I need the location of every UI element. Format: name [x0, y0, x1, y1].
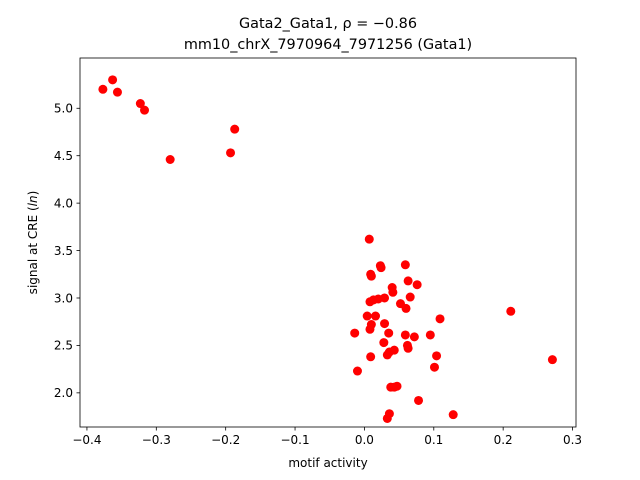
y-axis-label: signal at CRE (ln): [26, 191, 40, 295]
y-tick-label: 3.5: [54, 244, 73, 258]
data-point: [376, 263, 386, 273]
data-point: [226, 148, 236, 158]
x-tick-label: −0.1: [280, 433, 309, 447]
data-point: [365, 324, 375, 334]
x-axis-label: motif activity: [288, 456, 367, 470]
axes-frame: [79, 57, 577, 428]
y-axis-ticks: 2.0 2.5 3.0 3.5 4.0 4.5 5.0: [54, 102, 80, 400]
data-point: [382, 413, 392, 423]
data-point: [547, 355, 557, 365]
data-point: [352, 366, 362, 376]
data-point: [364, 234, 374, 244]
data-point: [380, 319, 390, 329]
chart-title-line1: Gata2_Gata1, ρ = −0.86: [239, 16, 417, 32]
y-tick-label: 2.5: [54, 339, 73, 353]
data-point: [448, 410, 458, 420]
plot-area: [80, 58, 576, 427]
data-point: [366, 352, 376, 362]
data-point: [405, 292, 415, 302]
data-point: [401, 303, 411, 313]
data-point: [389, 382, 399, 392]
data-point: [382, 350, 392, 360]
data-point: [400, 330, 410, 340]
data-point: [403, 343, 413, 353]
data-point: [435, 314, 445, 324]
data-point: [414, 395, 424, 405]
x-tick-label: 0.2: [494, 433, 513, 447]
y-tick-label: 2.0: [54, 386, 73, 400]
data-point: [365, 297, 375, 307]
x-tick-label: −0.4: [72, 433, 101, 447]
x-tick-label: 0.3: [563, 433, 582, 447]
x-tick-label: 0.1: [424, 433, 443, 447]
data-point: [409, 332, 419, 342]
data-points: [98, 75, 557, 423]
y-tick-label: 4.0: [54, 196, 73, 210]
data-point: [425, 330, 435, 340]
y-tick-label: 3.0: [54, 291, 73, 305]
data-point: [388, 287, 398, 297]
data-point: [165, 155, 175, 164]
data-point: [379, 338, 389, 348]
data-point: [140, 105, 150, 115]
data-point: [366, 271, 376, 281]
x-axis-ticks: −0.4 −0.3 −0.2 −0.1 0.0 0.1 0.2 0.3: [72, 427, 582, 447]
data-point: [362, 311, 372, 321]
x-tick-label: −0.3: [142, 433, 171, 447]
chart-title-line2: mm10_chrX_7970964_7971256 (Gata1): [184, 37, 472, 53]
data-point: [98, 84, 108, 94]
y-tick-label: 5.0: [54, 102, 73, 116]
data-point: [400, 260, 410, 270]
data-point: [429, 362, 439, 372]
data-point: [403, 276, 413, 286]
data-point: [135, 99, 145, 109]
data-point: [384, 328, 394, 338]
data-point: [412, 280, 422, 290]
data-point: [371, 311, 381, 321]
x-tick-label: −0.2: [211, 433, 240, 447]
y-tick-label: 4.5: [54, 149, 73, 163]
data-point: [112, 87, 122, 97]
data-point: [432, 351, 442, 361]
data-point: [506, 306, 516, 316]
data-point: [350, 328, 360, 338]
x-tick-label: 0.0: [355, 433, 374, 447]
data-point: [230, 124, 240, 134]
data-point: [108, 75, 118, 85]
